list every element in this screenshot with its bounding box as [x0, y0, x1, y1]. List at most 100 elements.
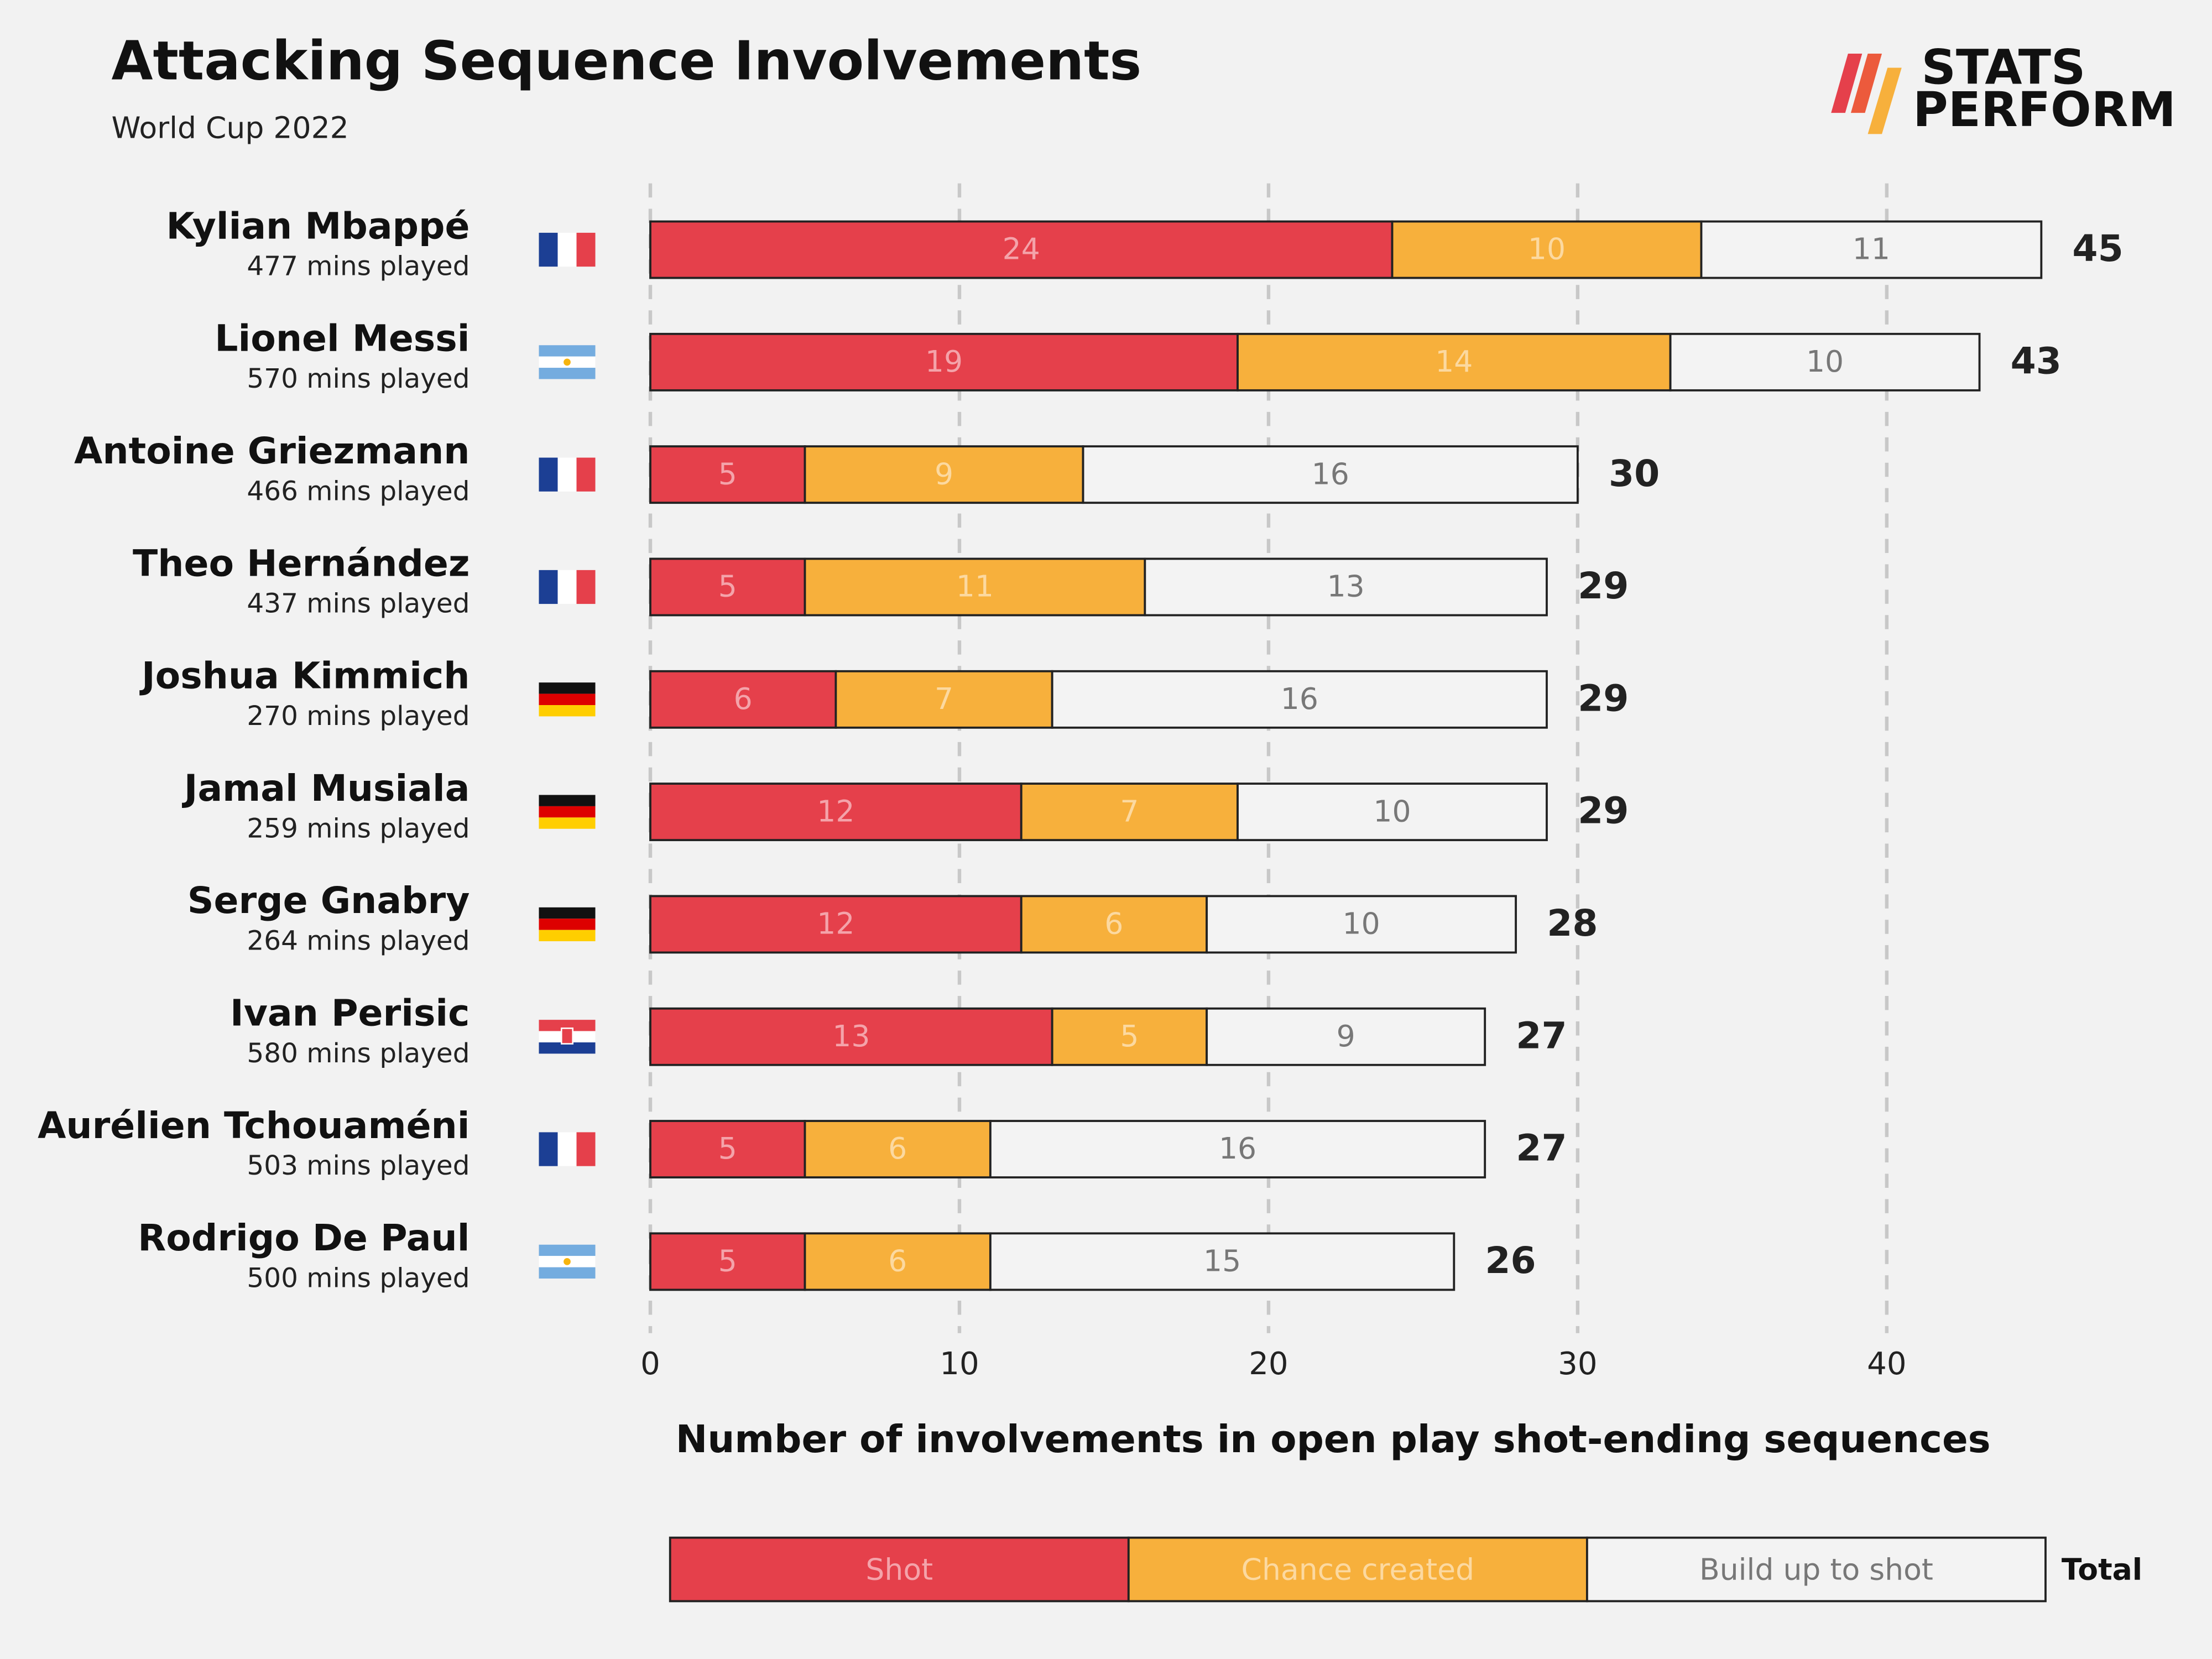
player-minutes: 259 mins played — [247, 813, 469, 844]
bar-total-label: 29 — [1578, 564, 1629, 607]
legend-label: Build up to shot — [1699, 1552, 1933, 1587]
flag-stripe — [539, 907, 596, 919]
logo-slash — [1867, 67, 1902, 134]
bar-segment — [1700, 220, 2043, 279]
bar-value-label: 11 — [1853, 232, 1890, 267]
bar-value-label: 6 — [888, 1244, 907, 1279]
flag-icon — [539, 907, 596, 942]
logo-slash — [1850, 53, 1882, 113]
player-minutes: 270 mins played — [247, 701, 469, 732]
player-name: Rodrigo De Paul — [138, 1216, 469, 1259]
flag-stripe — [539, 1132, 558, 1166]
player-minutes: 580 mins played — [247, 1038, 469, 1069]
flag-stripe — [539, 1244, 596, 1256]
flag-stripe — [539, 693, 596, 705]
bar-value-label: 13 — [1327, 569, 1365, 604]
bar-total-label: 30 — [1609, 452, 1660, 495]
flag-icon — [539, 1132, 596, 1166]
legend-swatch — [1585, 1536, 2047, 1603]
bar-segment — [989, 1120, 1486, 1178]
bar-value-label: 12 — [817, 906, 854, 941]
player-minutes: 477 mins played — [247, 251, 469, 282]
bar-value-label: 5 — [718, 569, 737, 604]
player-name: Ivan Perisic — [230, 992, 469, 1035]
bar-segment — [1020, 895, 1208, 954]
bar-value-label: 10 — [1528, 232, 1566, 267]
x-axis-title: Number of involvements in open play shot… — [676, 1417, 1991, 1462]
logo-text: STATS — [1921, 39, 2085, 95]
flag-stripe — [539, 457, 558, 492]
bar-total-label: 29 — [1578, 676, 1629, 719]
flag-stripe — [539, 345, 596, 357]
player-minutes: 437 mins played — [247, 588, 469, 619]
bar-segment — [1237, 782, 1548, 842]
flag-sun — [564, 358, 571, 366]
bar-value-label: 16 — [1281, 681, 1318, 716]
x-tick-label: 0 — [640, 1346, 660, 1382]
bar-segment — [804, 1232, 992, 1291]
bar-value-label: 7 — [935, 681, 953, 716]
bar-segment — [804, 557, 1146, 617]
flag-stripe — [539, 682, 596, 694]
flag-icon — [539, 232, 596, 267]
x-tick-label: 10 — [940, 1346, 979, 1382]
bar-value-label: 15 — [1203, 1244, 1241, 1279]
bar-segment — [1206, 895, 1517, 954]
legend-swatch — [669, 1536, 1130, 1603]
flag-stripe — [539, 817, 596, 829]
bar-total-label: 29 — [1578, 789, 1629, 832]
bar-value-label: 5 — [718, 1244, 737, 1279]
bar-segment — [649, 782, 1022, 842]
bar-total-label: 43 — [2011, 339, 2062, 382]
flag-stripe — [539, 806, 596, 818]
x-tick-label: 30 — [1558, 1346, 1597, 1382]
player-name: Theo Hernández — [133, 541, 469, 585]
bar-segment — [804, 1120, 992, 1178]
bar-segment — [649, 220, 1394, 279]
flag-icon — [539, 795, 596, 829]
bar-value-label: 7 — [1120, 794, 1139, 828]
bar-total-label: 26 — [1485, 1239, 1536, 1282]
bar-value-label: 11 — [956, 569, 994, 604]
bar-value-label: 10 — [1806, 344, 1844, 379]
flag-icon — [539, 1244, 596, 1279]
bar-segment — [649, 670, 837, 729]
flag-stripe — [539, 368, 596, 379]
flag-stripe — [576, 232, 596, 267]
bar-value-label: 6 — [888, 1131, 907, 1166]
bar-segment — [1237, 332, 1672, 392]
bar-total-label: 45 — [2072, 227, 2123, 270]
bar-value-label: 14 — [1435, 344, 1473, 379]
brand-logo: STATS PERFORM — [1831, 39, 2176, 138]
bar-value-label: 16 — [1219, 1131, 1256, 1166]
player-name: Jamal Musiala — [182, 766, 470, 810]
bar-value-label: 24 — [1003, 232, 1040, 267]
bar-value-label: 13 — [832, 1019, 870, 1053]
bar-value-label: 5 — [718, 456, 737, 491]
bar-segment — [1669, 332, 1981, 392]
player-name: Joshua Kimmich — [139, 654, 470, 697]
bar-segment — [1020, 782, 1239, 842]
flag-stripe — [576, 457, 596, 492]
flag-sun — [564, 1258, 571, 1265]
bar-value-label: 6 — [1104, 906, 1123, 941]
flag-stripe — [539, 1267, 596, 1279]
bar-value-label: 10 — [1343, 906, 1380, 941]
flag-icon — [539, 457, 596, 492]
flag-stripe — [576, 1132, 596, 1166]
bar-segment — [649, 557, 806, 617]
bar-segment — [834, 670, 1053, 729]
flag-stripe — [557, 457, 577, 492]
player-minutes: 264 mins played — [247, 926, 469, 957]
flag-stripe — [539, 1042, 596, 1054]
bar-total-label: 27 — [1516, 1014, 1567, 1057]
flag-stripe — [539, 570, 558, 604]
bar-segment — [649, 1120, 806, 1178]
bar-value-label: 12 — [817, 794, 854, 828]
bar-segment — [1051, 670, 1548, 729]
flag-icon — [539, 1020, 596, 1054]
chart-title: Attacking Sequence Involvements — [112, 30, 1142, 92]
legend-label: Chance created — [1241, 1552, 1475, 1587]
player-name: Kylian Mbappé — [166, 204, 469, 247]
flag-stripe — [539, 919, 596, 930]
